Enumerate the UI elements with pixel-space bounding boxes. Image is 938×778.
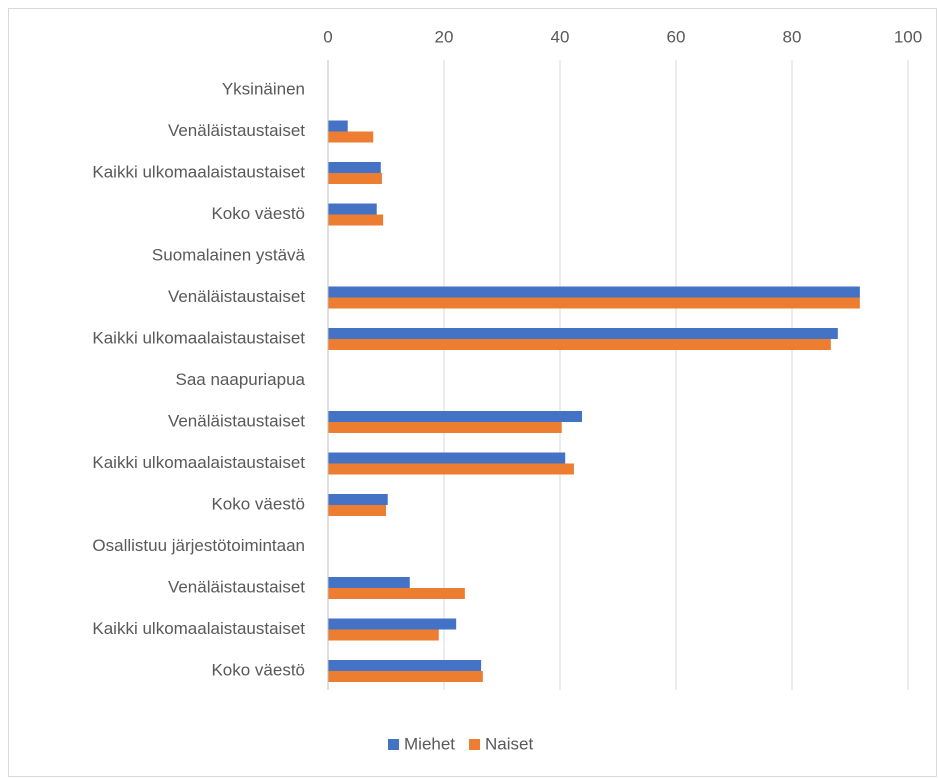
chart-frame	[8, 8, 937, 777]
bar	[328, 173, 382, 184]
bar	[328, 297, 860, 309]
legend-label: Naiset	[485, 734, 533, 753]
y-tick-label: Saa naapuriapua	[175, 370, 305, 389]
bar	[328, 328, 838, 339]
y-tick-label: Kaikki ulkomaalaistaustaiset	[92, 162, 305, 181]
y-tick-label: Venäläistaustaiset	[168, 287, 305, 306]
x-tick-label: 100	[894, 27, 922, 46]
bar	[328, 505, 386, 516]
bar	[328, 214, 384, 226]
bar	[328, 671, 483, 682]
bar	[328, 618, 457, 630]
x-tick-label: 0	[323, 27, 332, 46]
y-tick-label: Koko väestö	[211, 660, 305, 679]
y-tick-label: Venäläistaustaiset	[168, 577, 305, 596]
x-tick-label: 80	[783, 27, 802, 46]
bar	[328, 131, 374, 143]
y-tick-label: Kaikki ulkomaalaistaustaiset	[92, 619, 305, 638]
bar	[328, 660, 482, 671]
bar	[328, 494, 388, 505]
legend-swatch	[388, 739, 399, 750]
y-tick-label: Yksinäinen	[222, 79, 305, 98]
y-tick-label: Osallistuu järjestötoimintaan	[92, 536, 305, 555]
x-tick-label: 40	[551, 27, 570, 46]
bar	[328, 452, 566, 464]
bar	[328, 120, 348, 132]
y-tick-label: Kaikki ulkomaalaistaustaiset	[92, 453, 305, 472]
x-tick-label: 60	[667, 27, 686, 46]
bar	[328, 286, 860, 298]
y-tick-label: Venäläistaustaiset	[168, 411, 305, 430]
bar	[328, 411, 583, 422]
bar	[328, 463, 574, 475]
y-tick-label: Venäläistaustaiset	[168, 121, 305, 140]
bar	[328, 577, 410, 588]
bar	[328, 203, 377, 215]
y-tick-label: Koko väestö	[211, 204, 305, 223]
y-tick-label: Koko väestö	[211, 494, 305, 513]
legend-label: Miehet	[404, 734, 455, 753]
y-tick-label: Kaikki ulkomaalaistaustaiset	[92, 328, 305, 347]
bar	[328, 629, 439, 641]
legend-swatch	[469, 739, 481, 750]
y-tick-label: Suomalainen ystävä	[152, 245, 306, 264]
bar	[328, 339, 831, 350]
bar	[328, 588, 465, 599]
bar	[328, 422, 562, 433]
bar	[328, 162, 381, 173]
x-tick-label: 20	[435, 27, 454, 46]
